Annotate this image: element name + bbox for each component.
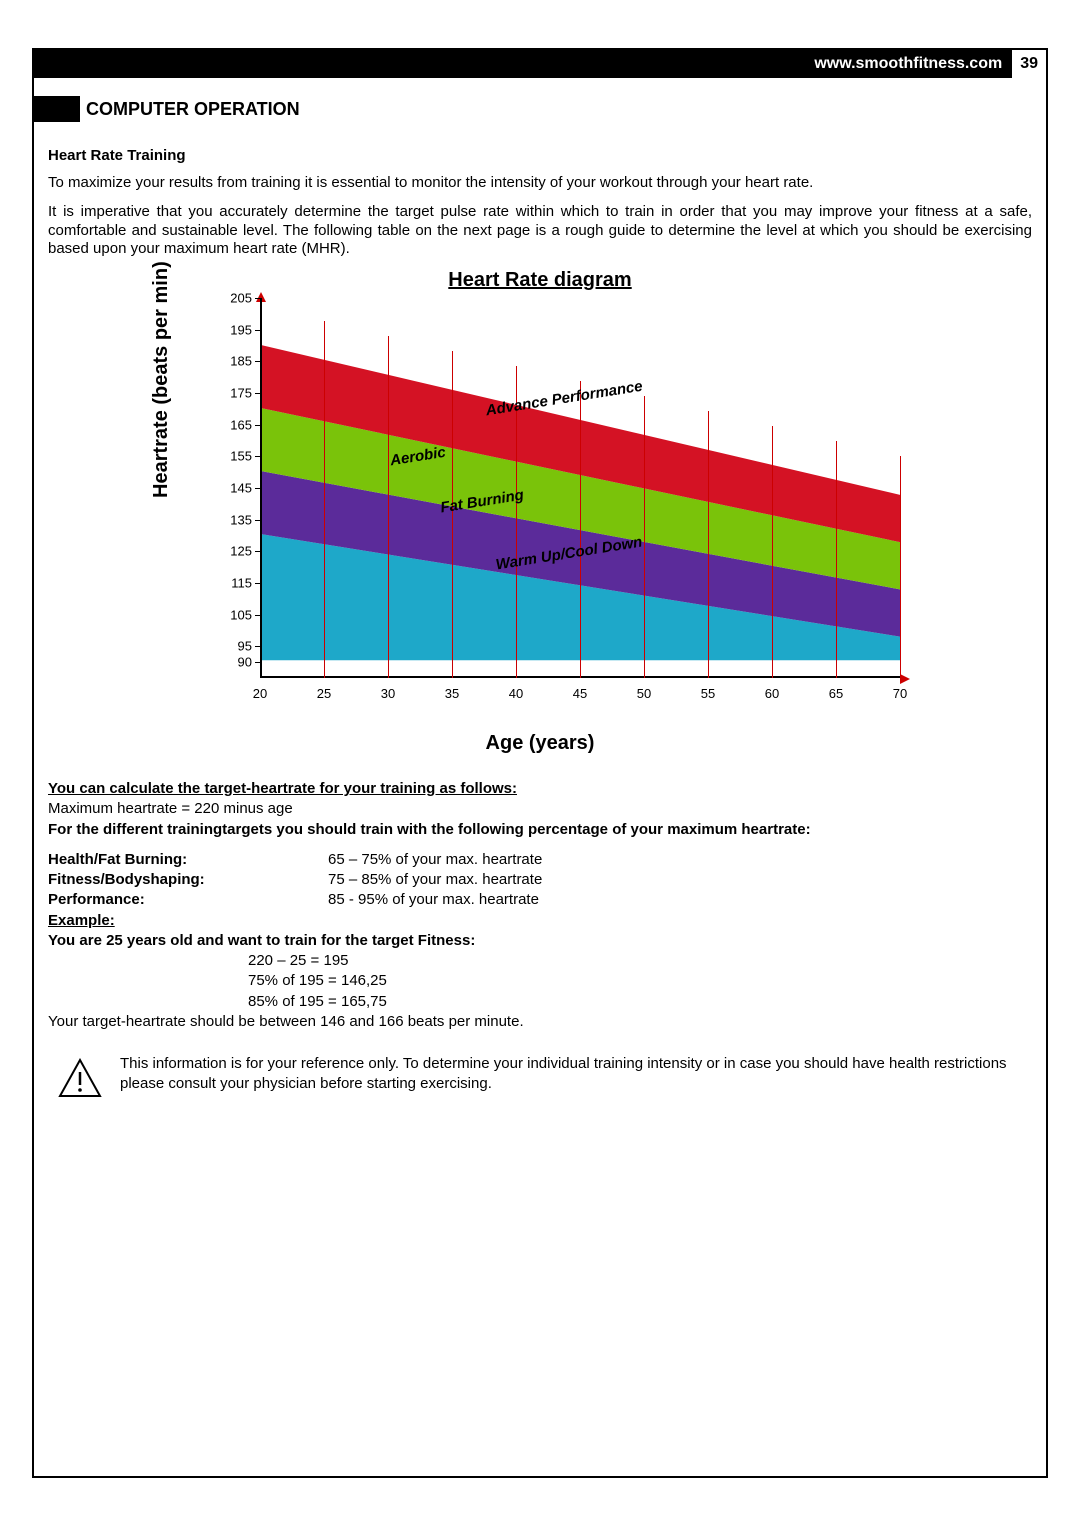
y-tick-mark (255, 298, 260, 299)
x-axis-arrow-icon (900, 674, 910, 684)
chart-gridline (836, 441, 837, 678)
x-tick: 65 (829, 686, 843, 701)
chart-gridline (644, 396, 645, 678)
target-label: Health/Fat Burning: (48, 850, 328, 870)
paragraph-1: To maximize your results from training i… (48, 174, 1032, 193)
y-tick: 155 (218, 449, 252, 464)
example-line: 85% of 195 = 165,75 (248, 992, 1032, 1012)
target-label: Performance: (48, 890, 328, 910)
chart-gridline (708, 411, 709, 678)
target-row: Fitness/Bodyshaping:75 – 85% of your max… (48, 870, 1032, 890)
y-tick: 95 (218, 639, 252, 654)
x-tick: 30 (381, 686, 395, 701)
x-tick: 25 (317, 686, 331, 701)
example-label: Example: (48, 911, 1032, 931)
chart-title: Heart Rate diagram (48, 269, 1032, 292)
warning-row: This information is for your reference o… (48, 1054, 1032, 1098)
calculation-block: You can calculate the target-heartrate f… (48, 779, 1032, 1032)
y-tick-mark (255, 361, 260, 362)
calc-heading: You can calculate the target-heartrate f… (48, 779, 1032, 799)
chart-gridline (388, 336, 389, 678)
x-tick: 55 (701, 686, 715, 701)
y-tick-mark (255, 520, 260, 521)
example-conclusion: Your target-heartrate should be between … (48, 1012, 1032, 1032)
chart-gridline (580, 381, 581, 678)
y-tick: 205 (218, 291, 252, 306)
example-line: 220 – 25 = 195 (248, 951, 1032, 971)
calc-instructions: For the different trainingtargets you sh… (48, 820, 1032, 840)
x-tick: 20 (253, 686, 267, 701)
target-row: Health/Fat Burning:65 – 75% of your max.… (48, 850, 1032, 870)
example-lines: 220 – 25 = 19575% of 195 = 146,2585% of … (48, 951, 1032, 1012)
x-tick: 70 (893, 686, 907, 701)
x-tick: 45 (573, 686, 587, 701)
y-tick: 105 (218, 607, 252, 622)
example-line: 75% of 195 = 146,25 (248, 971, 1032, 991)
page-number: 39 (1012, 50, 1046, 78)
chart-xlabel: Age (years) (48, 732, 1032, 755)
chart-zones-svg (262, 298, 900, 676)
target-rows: Health/Fat Burning:65 – 75% of your max.… (48, 850, 1032, 911)
y-tick-mark (255, 583, 260, 584)
y-tick-mark (255, 615, 260, 616)
page-frame: www.smoothfitness.com 39 COMPUTER OPERAT… (32, 48, 1048, 1478)
content-area: Heart Rate Training To maximize your res… (34, 123, 1046, 1098)
target-value: 85 - 95% of your max. heartrate (328, 890, 539, 910)
heart-rate-chart: Heartrate (beats per min) 90951051151251… (160, 298, 920, 728)
section-title-row: COMPUTER OPERATION (34, 96, 1046, 123)
header-bar: www.smoothfitness.com 39 (34, 50, 1046, 78)
chart-ylabel: Heartrate (beats per min) (150, 261, 173, 498)
subheading: Heart Rate Training (48, 147, 1032, 164)
paragraph-2: It is imperative that you accurately det… (48, 203, 1032, 259)
y-tick: 145 (218, 481, 252, 496)
header-url: www.smoothfitness.com (814, 55, 1012, 73)
x-tick: 50 (637, 686, 651, 701)
example-intro: You are 25 years old and want to train f… (48, 931, 1032, 951)
x-tick: 60 (765, 686, 779, 701)
chart-gridline (324, 321, 325, 678)
y-tick-mark (255, 425, 260, 426)
warning-triangle-icon (58, 1058, 102, 1098)
title-stub (34, 96, 80, 122)
y-tick-mark (255, 456, 260, 457)
section-title: COMPUTER OPERATION (80, 96, 306, 123)
y-tick-mark (255, 330, 260, 331)
y-tick-mark (255, 646, 260, 647)
calc-formula: Maximum heartrate = 220 minus age (48, 799, 1032, 819)
y-tick-mark (255, 488, 260, 489)
y-tick-mark (255, 662, 260, 663)
target-value: 75 – 85% of your max. heartrate (328, 870, 542, 890)
y-tick: 175 (218, 386, 252, 401)
y-tick: 115 (218, 576, 252, 591)
y-tick: 185 (218, 354, 252, 369)
target-row: Performance:85 - 95% of your max. heartr… (48, 890, 1032, 910)
warning-text: This information is for your reference o… (120, 1054, 1022, 1095)
y-tick-mark (255, 551, 260, 552)
y-tick: 195 (218, 322, 252, 337)
y-tick: 90 (218, 655, 252, 670)
y-tick-mark (255, 393, 260, 394)
y-tick: 135 (218, 512, 252, 527)
y-tick: 125 (218, 544, 252, 559)
target-label: Fitness/Bodyshaping: (48, 870, 328, 890)
y-tick: 165 (218, 417, 252, 432)
target-value: 65 – 75% of your max. heartrate (328, 850, 542, 870)
x-tick: 40 (509, 686, 523, 701)
x-tick: 35 (445, 686, 459, 701)
chart-gridline (900, 456, 901, 678)
chart-gridline (772, 426, 773, 678)
